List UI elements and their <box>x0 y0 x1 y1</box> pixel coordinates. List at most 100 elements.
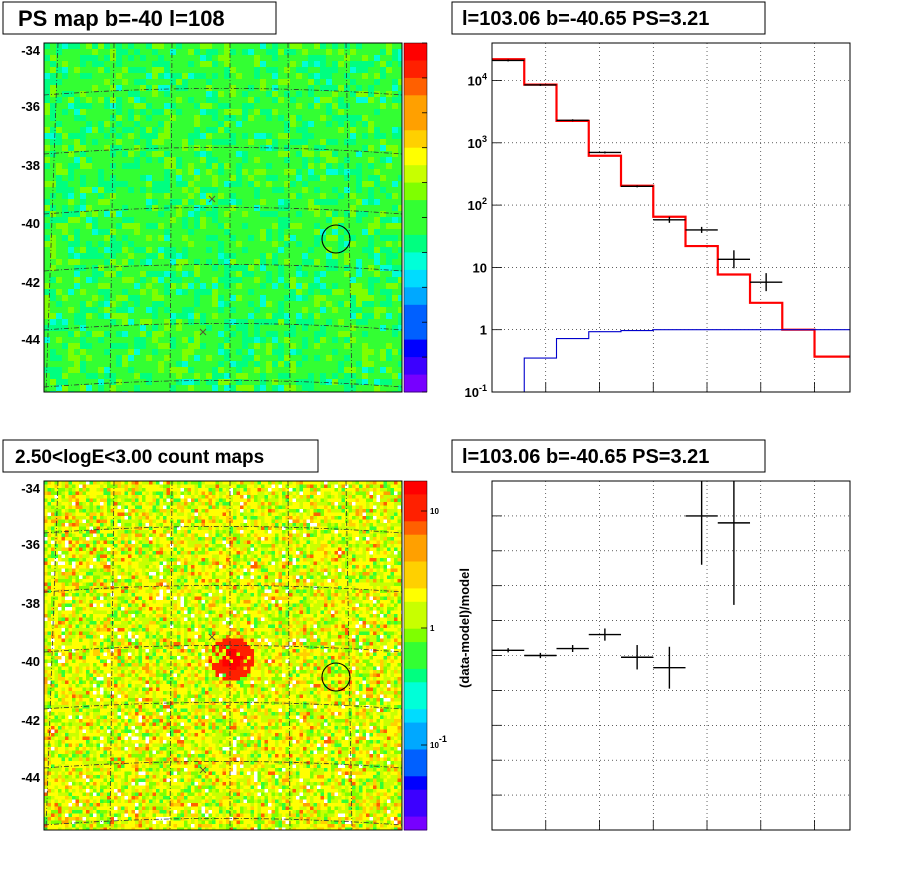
heatmap-cell <box>44 43 51 50</box>
heatmap-cell <box>392 373 399 380</box>
heatmap-cell <box>242 373 249 380</box>
heatmap-cell <box>359 523 363 527</box>
heatmap-cell <box>146 247 153 254</box>
heatmap-cell <box>362 67 369 74</box>
heatmap-cell <box>62 205 69 212</box>
heatmap-cell <box>51 519 55 524</box>
heatmap-cell <box>166 484 171 489</box>
heatmap-cell <box>128 91 135 98</box>
heatmap-cell <box>56 235 63 242</box>
heatmap-cell <box>110 253 117 260</box>
heatmap-cell <box>92 115 99 122</box>
heatmap-cell <box>324 516 328 520</box>
heatmap-cell <box>380 97 387 104</box>
heatmap-cell <box>344 337 351 344</box>
heatmap-cell <box>290 247 297 254</box>
heatmap-cell <box>164 199 171 206</box>
heatmap-cell <box>368 277 375 284</box>
heatmap-cell <box>362 229 369 236</box>
heatmap-cell <box>201 505 206 510</box>
heatmap-cell <box>50 133 57 140</box>
heatmap-cell <box>212 91 219 98</box>
heatmap-cell <box>156 488 160 492</box>
heatmap-cell <box>142 491 146 496</box>
heatmap-cell <box>266 217 273 224</box>
heatmap-cell <box>390 512 395 517</box>
heatmap-cell <box>302 319 309 326</box>
heatmap-cell <box>122 175 129 182</box>
heatmap-cell <box>302 337 309 344</box>
heatmap-cell <box>188 73 195 80</box>
heatmap-cell <box>56 73 63 80</box>
heatmap-cell <box>215 498 220 503</box>
heatmap-cell <box>240 523 244 527</box>
heatmap-cell <box>68 343 75 350</box>
heatmap-cell <box>206 313 213 320</box>
heatmap-cell <box>205 491 209 496</box>
heatmap-cell <box>110 247 117 254</box>
heatmap-cell <box>344 109 351 116</box>
heatmap-cell <box>320 103 327 110</box>
heatmap-cell <box>122 109 129 116</box>
heatmap-cell <box>134 277 141 284</box>
heatmap-cell <box>194 495 199 499</box>
heatmap-cell <box>376 512 381 517</box>
heatmap-cell <box>149 505 153 510</box>
heatmap-cell <box>188 301 195 308</box>
heatmap-cell <box>103 491 108 496</box>
heatmap-cell <box>248 145 255 152</box>
heatmap-cell <box>248 271 255 278</box>
heatmap-cell <box>308 259 315 266</box>
heatmap-cell <box>86 139 93 146</box>
heatmap-cell <box>86 49 93 56</box>
heatmap-cell <box>152 85 159 92</box>
heatmap-cell <box>201 516 206 520</box>
heatmap-cell <box>158 301 165 308</box>
heatmap-cell <box>86 355 93 362</box>
heatmap-cell <box>158 211 165 218</box>
heatmap-cell <box>166 505 171 510</box>
heatmap-cell <box>187 491 192 496</box>
heatmap-cell <box>158 229 165 236</box>
heatmap-cell <box>226 488 230 492</box>
heatmap-cell <box>268 516 272 520</box>
heatmap-cell <box>191 491 195 496</box>
heatmap-cell <box>338 331 345 338</box>
heatmap-cell <box>332 217 339 224</box>
heatmap-cell <box>356 79 363 86</box>
heatmap-cell <box>128 259 135 266</box>
heatmap-cell <box>158 343 165 350</box>
heatmap-cell <box>62 265 69 272</box>
heatmap-cell <box>122 301 129 308</box>
heatmap-cell <box>98 235 105 242</box>
heatmap-cell <box>356 49 363 56</box>
heatmap-cell <box>56 121 63 128</box>
heatmap-cell <box>96 484 101 489</box>
heatmap-cell <box>368 379 375 386</box>
heatmap-cell <box>182 349 189 356</box>
heatmap-cell <box>122 367 129 374</box>
heatmap-cell <box>44 265 51 272</box>
heatmap-cell <box>284 211 291 218</box>
heatmap-cell <box>212 491 216 496</box>
heatmap-cell <box>236 373 243 380</box>
heatmap-cell <box>326 67 333 74</box>
heatmap-cell <box>278 109 285 116</box>
heatmap-cell <box>303 491 307 496</box>
heatmap-cell <box>116 259 123 266</box>
heatmap-cell <box>152 175 159 182</box>
heatmap-cell <box>170 211 177 218</box>
heatmap-cell <box>176 253 183 260</box>
heatmap-cell <box>135 509 139 513</box>
heatmap-cell <box>332 79 339 86</box>
heatmap-cell <box>317 509 321 513</box>
heatmap-cell <box>373 509 377 513</box>
heatmap-cell <box>146 121 153 128</box>
heatmap-cell <box>206 229 213 236</box>
heatmap-cell <box>296 498 300 503</box>
heatmap-cell <box>206 319 213 326</box>
heatmap-cell <box>326 103 333 110</box>
heatmap-cell <box>314 49 321 56</box>
heatmap-cell <box>156 484 160 489</box>
heatmap-cell <box>247 516 251 520</box>
